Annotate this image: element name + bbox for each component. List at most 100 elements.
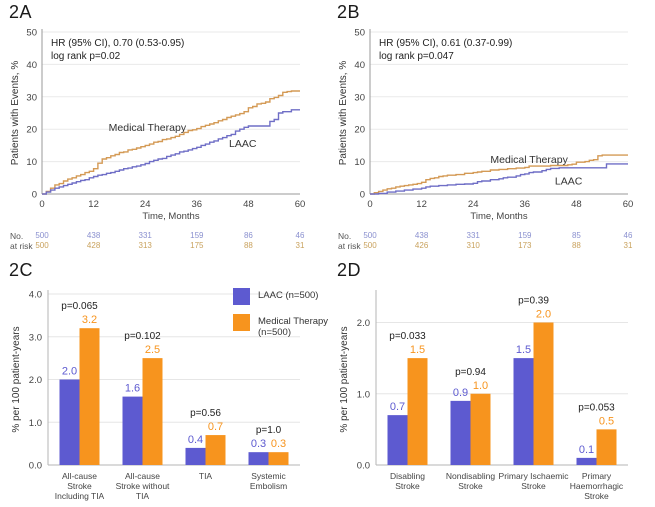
risk-value: 428 [86,241,101,250]
p-value-label: p=0.053 [578,402,615,413]
risk-value: 500 [363,241,377,250]
laac-bar [185,447,206,465]
bar-chart-2d: 0.0 1.0 2.0 % per 100 patient-years 0.7 1.5 p=… [339,290,628,501]
hr-annotation: HR (95% CI), 0.70 (0.53-0.95) [51,38,184,49]
p-value-label: p=1.0 [256,425,282,436]
risk-table-label: at risk [338,241,361,251]
risk-value: 31 [623,241,633,250]
y-tick-label: 10 [354,157,365,168]
medical-therapy-value-label: 3.2 [82,314,97,326]
laac-value-label: 2.0 [62,366,77,378]
y-tick-label: 40 [26,60,37,71]
medical-therapy-curve-label: Medical Therapy [109,122,187,134]
risk-value: 500 [35,231,49,240]
category-label: Embolism [250,481,287,491]
risk-value: 85 [571,231,581,240]
risk-table-2b: No. at risk 500 438 331 159 85 46 500 426 310 173 88… [336,231,646,255]
laac-value-label: 0.4 [188,434,203,446]
category-label: All-cause [125,471,160,481]
x-tick-label: 0 [367,199,372,210]
risk-value: 31 [295,241,305,250]
risk-value: 46 [295,231,305,240]
medical-therapy-value-label: 0.3 [271,438,286,450]
medical-therapy-value-label: 0.7 [208,421,223,433]
x-tick-label: 24 [468,199,479,210]
y-tick-label: 20 [354,125,365,136]
y-tick-label: 10 [26,157,37,168]
p-value-label: p=0.56 [190,408,221,419]
y-tick-label: 50 [26,28,37,39]
km-chart-2b: 0 10 20 30 40 50 0 12 24 36 48 60 Time, Months Patien… [338,28,633,223]
category-label: Stroke [67,481,92,491]
medical-therapy-swatch [233,314,250,331]
laac-bar [248,452,269,465]
x-tick-label: 36 [520,199,531,210]
y-axis-title: % per 100 patient-years [339,326,350,432]
medical-therapy-value-label: 0.5 [599,415,614,427]
y-tick-label: 2.0 [357,318,370,329]
panel-2c-label: 2C [9,260,34,280]
medical-therapy-bar [596,429,617,465]
laac-bar [59,379,80,465]
bar-chart-2c: 0.0 1.0 2.0 3.0 4.0 % per 100 patient-years 2.… [11,290,300,501]
y-tick-label: 0 [32,190,37,201]
medical-therapy-curve [42,90,300,195]
y-tick-label: 0 [360,190,365,201]
logrank-annotation: log rank p=0.047 [379,51,454,62]
km-chart-2a: 0 10 20 30 40 50 0 12 24 36 48 60 Time, Months Patien… [10,28,305,223]
laac-curve [370,163,628,195]
laac-value-label: 0.3 [251,438,266,450]
x-tick-label: 48 [571,199,582,210]
risk-value: 88 [243,241,253,250]
y-tick-label: 20 [26,125,37,136]
y-tick-label: 2.0 [29,375,42,386]
medical-therapy-bar [79,328,100,465]
laac-value-label: 0.1 [579,444,594,456]
category-label: All-cause [62,471,97,481]
category-label: Including TIA [55,491,105,501]
legend-label-laac: LAAC (n=500) [258,290,319,301]
medical-therapy-value-label: 1.5 [410,344,425,356]
risk-value: 46 [623,231,633,240]
y-tick-label: 1.0 [357,389,370,400]
medical-therapy-value-label: 1.0 [473,380,488,392]
laac-curve-label: LAAC [229,138,257,150]
medical-therapy-curve-label: Medical Therapy [490,154,568,166]
laac-value-label: 0.9 [453,387,468,399]
risk-value: 438 [86,231,101,240]
y-tick-label: 1.0 [29,418,42,429]
p-value-label: p=0.39 [518,296,549,307]
laac-bar [122,396,143,465]
category-label: Stroke [458,481,483,491]
legend-item-medical-therapy: Medical Therapy (n=500) [233,314,342,339]
medical-therapy-bar [407,358,428,465]
category-label: Disabling [390,471,425,481]
risk-value: 173 [518,241,532,250]
y-tick-label: 30 [26,92,37,103]
hr-annotation: HR (95% CI), 0.61 (0.37-0.99) [379,38,512,49]
legend: LAAC (n=500) Medical Therapy (n=500) [233,288,342,348]
x-tick-label: 12 [416,199,427,210]
risk-value: 175 [190,241,204,250]
risk-value: 331 [466,231,480,240]
panel-2d-label: 2D [337,260,362,280]
risk-table-label: at risk [10,241,33,251]
y-tick-label: 50 [354,28,365,39]
risk-table-label: No. [10,231,24,241]
x-axis-title: Time, Months [142,211,199,222]
laac-bar [576,457,597,465]
risk-value: 86 [243,231,253,240]
risk-value: 331 [138,231,152,240]
legend-item-laac: LAAC (n=500) [233,288,342,305]
laac-curve-label: LAAC [555,175,583,187]
panel-2b-label: 2B [337,2,361,22]
y-tick-label: 4.0 [29,290,42,301]
legend-label-medical-therapy: Medical Therapy (n=500) [258,316,329,339]
risk-value: 426 [414,241,429,250]
y-tick-label: 0.0 [29,461,42,472]
laac-bar [513,358,534,465]
category-label: Haemorrhagic [570,481,624,491]
x-tick-label: 36 [192,199,203,210]
risk-value: 88 [571,241,581,250]
category-label: Nondisabling [446,471,495,481]
